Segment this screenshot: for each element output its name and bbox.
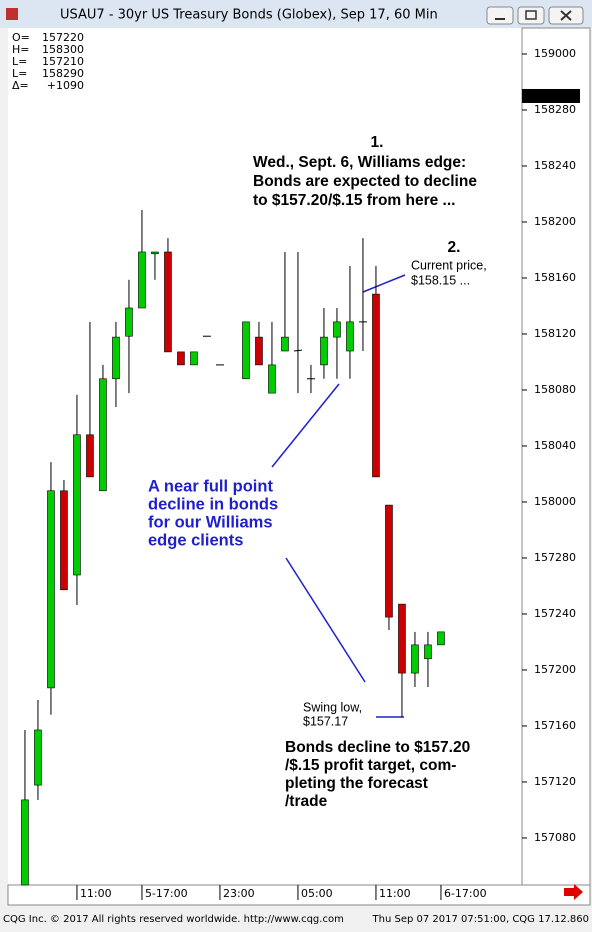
footer-left: CQG Inc. © 2017 All rights reserved worl… xyxy=(3,914,344,925)
candle-body xyxy=(138,251,146,309)
annotation: pleting the forecast xyxy=(285,775,428,792)
candle-body xyxy=(125,307,133,337)
minimize-button[interactable] xyxy=(486,6,514,25)
pointer-line xyxy=(285,557,366,683)
info-value: 158300 xyxy=(42,43,84,56)
annotation-lines xyxy=(271,274,406,718)
candle-body xyxy=(346,321,354,352)
app-icon xyxy=(6,8,18,20)
info-label: L= xyxy=(12,67,27,80)
annotation: $158.15 ... xyxy=(411,273,470,287)
annotation: 2. xyxy=(448,239,461,256)
time-axis xyxy=(7,884,591,906)
info-label: L= xyxy=(12,55,27,68)
info-label: Δ= xyxy=(12,79,29,92)
scroll-arrow[interactable] xyxy=(564,884,583,900)
candle-body xyxy=(190,351,198,366)
info-value: 158290 xyxy=(42,67,84,80)
annotation: decline in bonds xyxy=(148,495,278,513)
candle-body xyxy=(112,336,120,380)
candle-body xyxy=(281,336,289,352)
annotation: Bonds decline to $157.20 xyxy=(285,739,470,756)
candle-body xyxy=(320,336,328,366)
y-tick-label: 158280 xyxy=(534,103,576,116)
candle-body xyxy=(34,729,42,786)
annotation: edge clients xyxy=(148,531,243,549)
y-tick-label: 158000 xyxy=(534,495,576,508)
candle-body xyxy=(21,799,29,886)
candle-body xyxy=(424,644,432,660)
candle-body xyxy=(60,490,68,591)
candle-body xyxy=(333,321,341,338)
annotation: Bonds are expected to decline xyxy=(253,173,477,190)
y-tick-label: 158120 xyxy=(534,327,576,340)
candle-body xyxy=(47,490,55,689)
y-tick-label: 157080 xyxy=(534,831,576,844)
y-tick-label: 157120 xyxy=(534,775,576,788)
price-axis xyxy=(521,27,591,886)
y-tick-label: 157160 xyxy=(534,719,576,732)
annotation: to $157.20/$.15 from here ... xyxy=(253,192,455,209)
candle-body xyxy=(164,251,172,353)
window-title: USAU7 - 30yr US Treasury Bonds (Globex),… xyxy=(60,8,438,23)
x-tick-label: 05:00 xyxy=(301,887,333,900)
candle-body xyxy=(73,434,81,576)
candle-body xyxy=(268,364,276,394)
annotation: for our Williams xyxy=(148,513,273,531)
annotation: A near full point xyxy=(148,477,273,495)
current-price-label: 158290 xyxy=(534,89,576,102)
maximize-button[interactable] xyxy=(517,6,545,25)
y-tick-label: 157280 xyxy=(534,551,576,564)
info-value: +1090 xyxy=(47,79,84,92)
candle-body xyxy=(398,603,406,674)
y-tick-label: 158160 xyxy=(534,271,576,284)
candle-body xyxy=(177,351,185,366)
candle-body xyxy=(255,336,263,366)
y-tick-label: 158080 xyxy=(534,383,576,396)
y-tick-label: 158040 xyxy=(534,439,576,452)
pointer-line xyxy=(271,383,340,468)
x-tick-label: 11:00 xyxy=(379,887,411,900)
candle-body xyxy=(86,434,94,478)
x-tick-label: 5-17:00 xyxy=(145,887,188,900)
info-label: H= xyxy=(12,43,30,56)
footer-right: Thu Sep 07 2017 07:51:00, CQG 17.12.860 xyxy=(372,914,589,925)
candle-body xyxy=(372,293,380,478)
info-label: O= xyxy=(12,31,30,44)
annotation: Swing low, xyxy=(303,700,362,714)
x-tick-label: 6-17:00 xyxy=(444,887,487,900)
maximize-glyph xyxy=(525,10,537,20)
pointer-line xyxy=(362,274,406,293)
annotation: Current price, xyxy=(411,258,487,272)
current-price-box xyxy=(522,88,580,103)
annotation: /trade xyxy=(285,793,328,810)
info-value: 157210 xyxy=(42,55,84,68)
x-tick-label: 23:00 xyxy=(223,887,255,900)
y-tick-label: 157200 xyxy=(534,663,576,676)
candle-body xyxy=(411,644,419,674)
y-tick-label: 159000 xyxy=(534,47,576,60)
info-value: 157220 xyxy=(42,31,84,44)
candle-body xyxy=(437,631,445,646)
y-tick-label: 158200 xyxy=(534,215,576,228)
annotation: $157.17 xyxy=(303,714,348,728)
candle-body xyxy=(385,504,393,618)
x-tick-label: 11:00 xyxy=(80,887,112,900)
doji xyxy=(293,349,303,352)
y-tick-label: 157240 xyxy=(534,607,576,620)
annotation: /$.15 profit target, com- xyxy=(285,757,456,774)
candle-body xyxy=(99,378,107,492)
annotation: 1. xyxy=(371,134,384,151)
close-glyph xyxy=(560,10,572,21)
candle-body xyxy=(151,251,159,255)
y-tick-label: 158240 xyxy=(534,159,576,172)
candle-body xyxy=(242,321,250,380)
annotation: Wed., Sept. 6, Williams edge: xyxy=(253,154,466,171)
